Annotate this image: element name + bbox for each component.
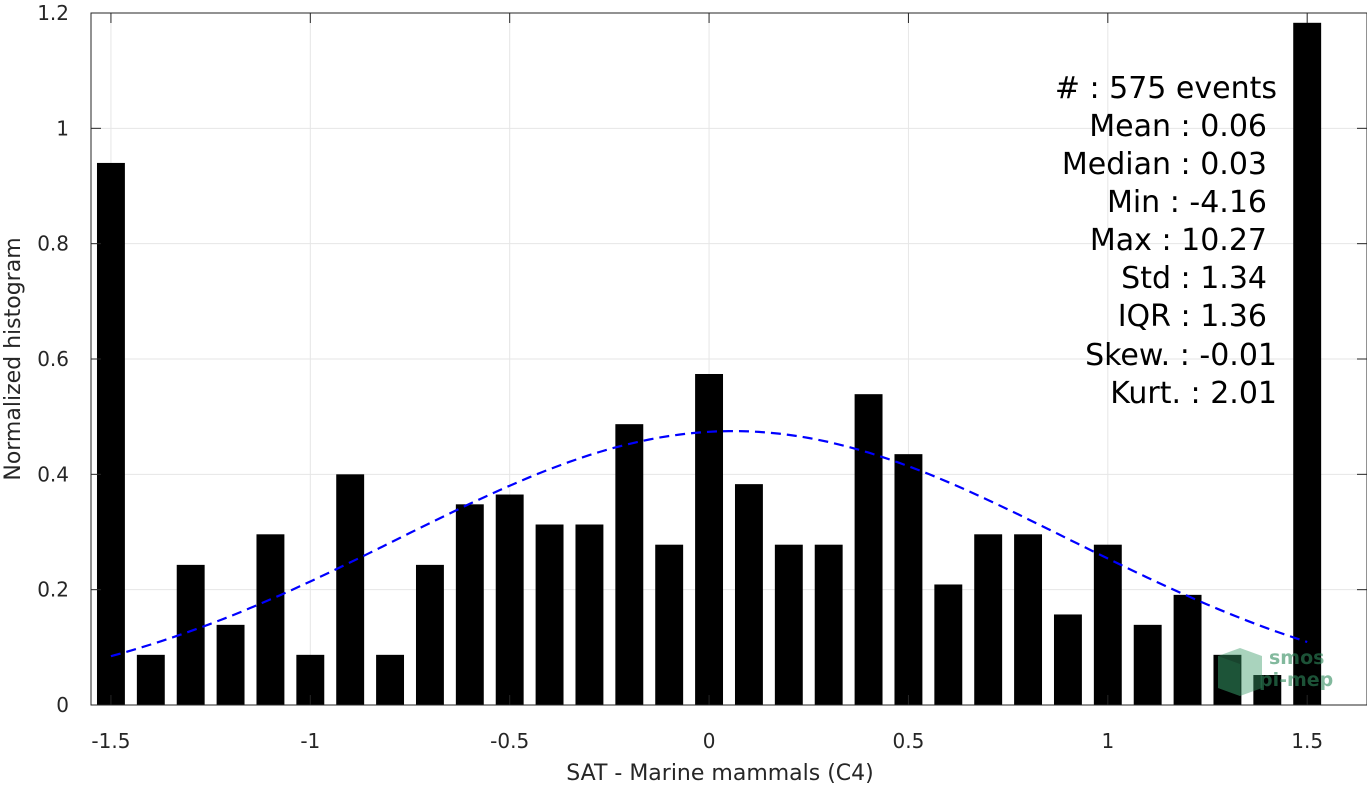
y-tick-label-1: 0.2: [37, 578, 69, 602]
axis-ticks: [91, 12, 1367, 706]
stat-mean: Mean : 0.06: [1089, 109, 1267, 144]
histogram-bar-13: [615, 424, 644, 705]
histogram-bars: [96, 22, 1322, 705]
logo-text-line2: pi-mep: [1259, 669, 1333, 691]
histogram-bar-26: [1133, 624, 1162, 705]
logo-text-line1: smos: [1269, 647, 1324, 669]
histogram-bar-27: [1173, 594, 1202, 705]
histogram-bar-4: [256, 534, 285, 705]
histogram-bar-20: [894, 454, 923, 705]
logo-cube-icon: [1218, 648, 1262, 696]
x-tick-label-0: -1.5: [91, 729, 130, 753]
histogram-bar-7: [376, 654, 405, 705]
histogram-bar-22: [974, 534, 1003, 705]
stats-box: # : 575 events Mean : 0.06 Median : 0.03…: [1055, 71, 1277, 411]
histogram-bar-30: [1293, 22, 1322, 705]
histogram-bar-21: [934, 584, 963, 705]
histogram-bar-24: [1053, 614, 1082, 705]
histogram-bar-11: [535, 524, 564, 705]
x-tick-labels: -1.5 -1 -0.5 0 0.5 1 1.5: [91, 729, 1323, 753]
x-tick-label-5: 1: [1101, 729, 1114, 753]
gaussian-fit-curve: [110, 430, 1308, 658]
x-tick-label-3: 0: [703, 729, 716, 753]
histogram-bar-10: [495, 494, 524, 705]
histogram-bar-18: [814, 544, 843, 705]
x-tick-label-6: 1.5: [1291, 729, 1323, 753]
histogram-bar-9: [455, 504, 484, 705]
histogram-bar-19: [854, 394, 883, 705]
y-tick-label-4: 0.8: [37, 232, 69, 256]
x-tick-label-1: -1: [300, 729, 320, 753]
y-tick-label-6: 1.2: [37, 1, 69, 25]
histogram-bar-23: [1014, 534, 1043, 705]
stat-kurt: Kurt. : 2.01: [1110, 376, 1277, 411]
histogram-bar-16: [734, 484, 763, 705]
y-axis-label: Normalized histogram: [1, 237, 26, 480]
y-tick-label-5: 1: [56, 116, 69, 140]
histogram-bar-3: [216, 624, 245, 705]
y-tick-label-2: 0.4: [37, 462, 69, 486]
histogram-bar-17: [774, 544, 803, 705]
logo-cube-face-icon: [1218, 656, 1240, 696]
histogram-bar-8: [415, 564, 444, 705]
x-tick-label-4: 0.5: [893, 729, 925, 753]
y-tick-labels: 0 0.2 0.4 0.6 0.8 1 1.2: [37, 1, 69, 717]
stat-skew: Skew. : -0.01: [1085, 338, 1277, 373]
histogram-bar-6: [336, 474, 365, 705]
histogram-bar-25: [1093, 544, 1122, 705]
y-tick-label-0: 0: [56, 693, 69, 717]
stat-iqr: IQR : 1.36: [1118, 299, 1267, 334]
histogram-bar-0: [96, 162, 125, 705]
stat-median: Median : 0.03: [1062, 147, 1267, 182]
stat-max: Max : 10.27: [1090, 223, 1267, 258]
x-tick-label-2: -0.5: [490, 729, 529, 753]
histogram-bar-28: [1213, 654, 1242, 705]
smos-pimep-logo: smos pi-mep: [1218, 647, 1333, 696]
histogram-bar-14: [655, 544, 684, 705]
histogram-bar-12: [575, 524, 604, 705]
stat-events: # : 575 events: [1055, 71, 1277, 106]
histogram-bar-15: [695, 373, 724, 705]
histogram-bar-1: [136, 654, 165, 705]
y-tick-label-3: 0.6: [37, 347, 69, 371]
x-axis-label: SAT - Marine mammals (C4): [566, 761, 874, 785]
histogram-bar-29: [1253, 675, 1282, 705]
stat-std: Std : 1.34: [1121, 261, 1267, 296]
stat-min: Min : -4.16: [1107, 185, 1267, 220]
